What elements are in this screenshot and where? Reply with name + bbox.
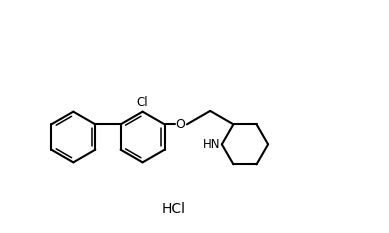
- Text: HN: HN: [203, 138, 220, 151]
- Text: O: O: [175, 118, 185, 131]
- Text: Cl: Cl: [137, 96, 148, 109]
- Text: HCl: HCl: [162, 202, 186, 216]
